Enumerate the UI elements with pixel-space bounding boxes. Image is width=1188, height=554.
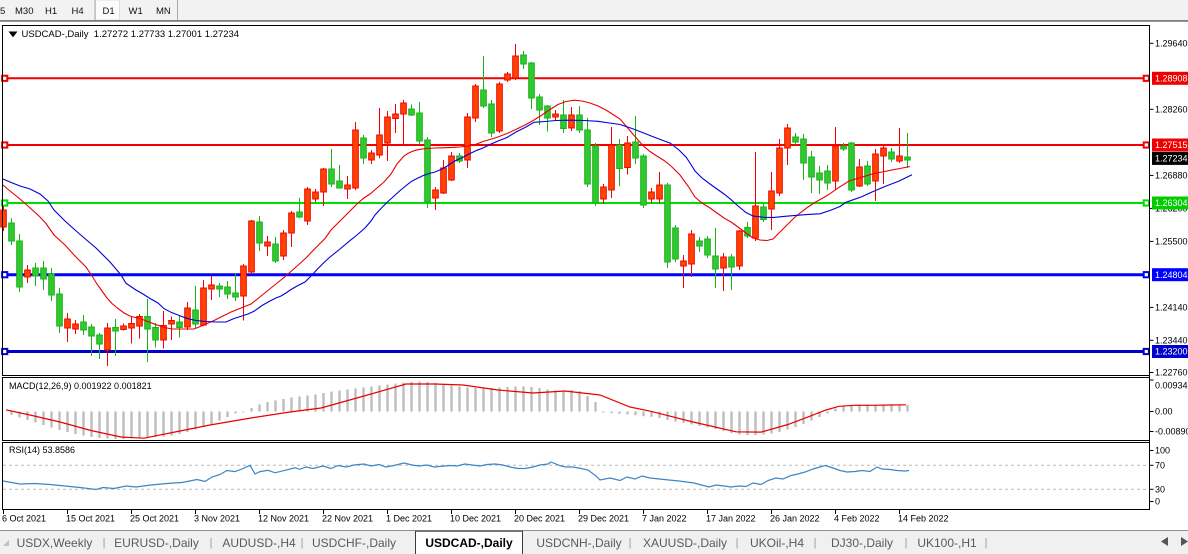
svg-text:1.26304: 1.26304 bbox=[1155, 198, 1188, 208]
svg-text:1.24140: 1.24140 bbox=[1155, 303, 1188, 313]
svg-text:1.23200: 1.23200 bbox=[1155, 347, 1188, 357]
svg-text:1.29640: 1.29640 bbox=[1155, 39, 1188, 49]
svg-text:-0.00890: -0.00890 bbox=[1155, 427, 1188, 437]
svg-text:30: 30 bbox=[1155, 485, 1165, 495]
svg-text:USDCHF-,Daily: USDCHF-,Daily bbox=[312, 536, 396, 550]
svg-text:1.27234: 1.27234 bbox=[1155, 154, 1188, 164]
svg-text:0.00: 0.00 bbox=[1155, 407, 1173, 417]
svg-text:10 Dec 2021: 10 Dec 2021 bbox=[450, 514, 501, 524]
svg-text:1.24804: 1.24804 bbox=[1155, 270, 1188, 280]
svg-text:14 Feb 2022: 14 Feb 2022 bbox=[898, 514, 949, 524]
svg-text:XAUUSD-,Daily: XAUUSD-,Daily bbox=[643, 536, 727, 550]
svg-text:UK100-,H1: UK100-,H1 bbox=[917, 536, 977, 550]
svg-text:3 Nov 2021: 3 Nov 2021 bbox=[194, 514, 240, 524]
svg-text:1.25500: 1.25500 bbox=[1155, 237, 1188, 247]
svg-text:|: | bbox=[905, 537, 908, 549]
svg-text:26 Jan 2022: 26 Jan 2022 bbox=[770, 514, 820, 524]
svg-text:6 Oct 2021: 6 Oct 2021 bbox=[2, 514, 46, 524]
svg-text:H4: H4 bbox=[72, 6, 84, 17]
svg-text:EURUSD-,Daily: EURUSD-,Daily bbox=[114, 536, 199, 550]
svg-text:1.27515: 1.27515 bbox=[1155, 140, 1188, 150]
svg-text:100: 100 bbox=[1155, 446, 1170, 456]
svg-text:|: | bbox=[103, 537, 106, 549]
svg-text:|: | bbox=[210, 537, 213, 549]
svg-text:0: 0 bbox=[1155, 497, 1160, 507]
svg-text:AUDUSD-,H4: AUDUSD-,H4 bbox=[222, 536, 296, 550]
svg-text:22 Nov 2021: 22 Nov 2021 bbox=[322, 514, 373, 524]
svg-text:M30: M30 bbox=[15, 6, 33, 17]
svg-text:1.28260: 1.28260 bbox=[1155, 105, 1188, 115]
svg-text:1.26880: 1.26880 bbox=[1155, 171, 1188, 181]
svg-text:1 Dec 2021: 1 Dec 2021 bbox=[386, 514, 432, 524]
svg-text:USDCNH-,Daily: USDCNH-,Daily bbox=[536, 536, 621, 550]
svg-text:|: | bbox=[736, 537, 739, 549]
svg-text:|: | bbox=[814, 537, 817, 549]
svg-text:|: | bbox=[629, 537, 632, 549]
svg-text:MN: MN bbox=[156, 6, 171, 17]
svg-text:4 Feb 2022: 4 Feb 2022 bbox=[834, 514, 880, 524]
svg-text:12 Nov 2021: 12 Nov 2021 bbox=[258, 514, 309, 524]
svg-text:1.23440: 1.23440 bbox=[1155, 336, 1188, 346]
svg-text:70: 70 bbox=[1155, 461, 1165, 471]
svg-text:W1: W1 bbox=[129, 6, 143, 17]
svg-text:RSI(14) 53.8586: RSI(14) 53.8586 bbox=[9, 445, 75, 455]
svg-text:DJ30-,Daily: DJ30-,Daily bbox=[831, 536, 893, 550]
svg-text:0.009345: 0.009345 bbox=[1155, 381, 1188, 391]
svg-text:H1: H1 bbox=[45, 6, 57, 17]
svg-text:USDCAD-,Daily 1.27272 1.27733: USDCAD-,Daily 1.27272 1.27733 1.27001 1.… bbox=[22, 29, 240, 40]
svg-text:MACD(12,26,9) 0.001922 0.00182: MACD(12,26,9) 0.001922 0.001821 bbox=[9, 381, 152, 391]
svg-text:UKOil-,H4: UKOil-,H4 bbox=[750, 536, 804, 550]
svg-text:|: | bbox=[985, 537, 988, 549]
svg-text:USDCAD-,Daily: USDCAD-,Daily bbox=[425, 536, 513, 550]
svg-text:20 Dec 2021: 20 Dec 2021 bbox=[514, 514, 565, 524]
svg-text:5: 5 bbox=[0, 6, 5, 17]
svg-text:D1: D1 bbox=[103, 6, 115, 17]
svg-text:USDX,Weekly: USDX,Weekly bbox=[17, 536, 93, 550]
svg-text:17 Jan 2022: 17 Jan 2022 bbox=[706, 514, 756, 524]
svg-text:25 Oct 2021: 25 Oct 2021 bbox=[130, 514, 179, 524]
svg-text:1.22760: 1.22760 bbox=[1155, 368, 1188, 378]
svg-text:1.28908: 1.28908 bbox=[1155, 74, 1188, 84]
svg-text:|: | bbox=[301, 537, 304, 549]
svg-text:29 Dec 2021: 29 Dec 2021 bbox=[578, 514, 629, 524]
svg-text:15 Oct 2021: 15 Oct 2021 bbox=[66, 514, 115, 524]
svg-text:7 Jan 2022: 7 Jan 2022 bbox=[642, 514, 687, 524]
